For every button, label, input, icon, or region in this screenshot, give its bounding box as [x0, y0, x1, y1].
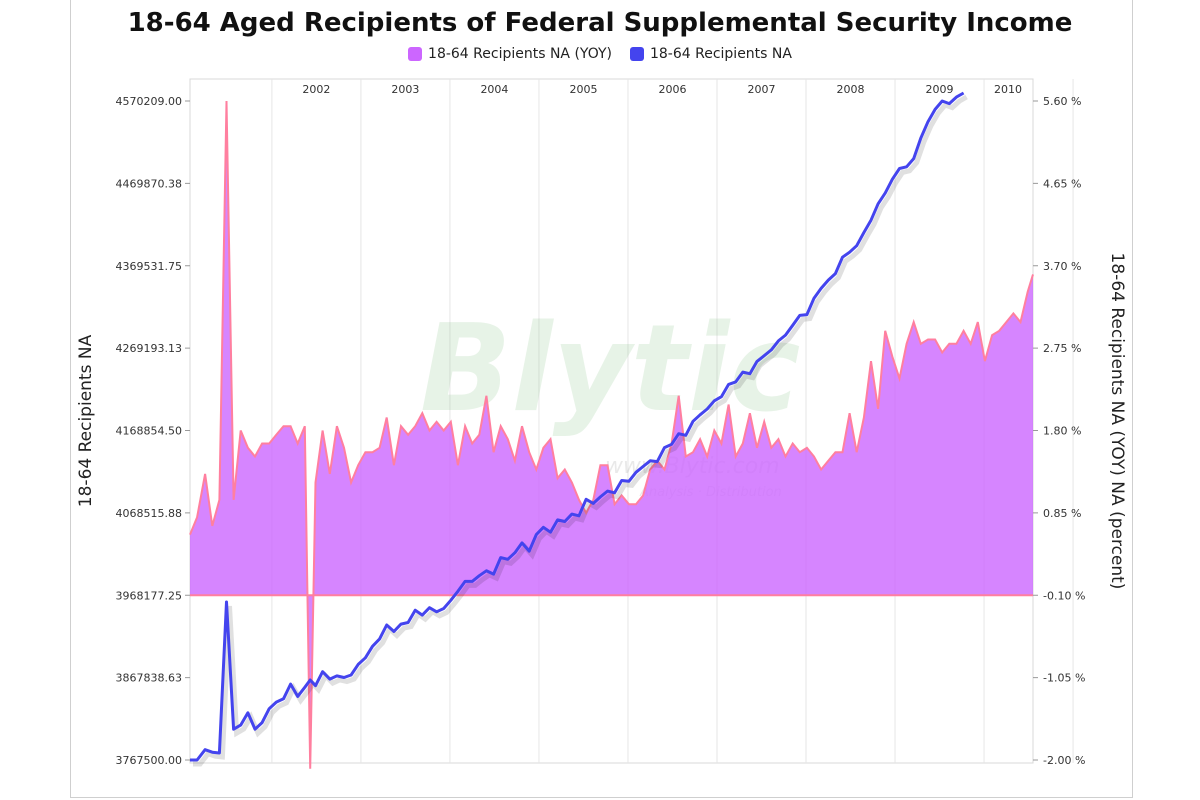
y-right-tick-label: 3.70 % [1043, 260, 1081, 273]
x-tick-label: 2005 [569, 83, 597, 96]
y-right-axis-title: 18-64 Recipients NA (YOY) NA (percent) [1107, 253, 1127, 590]
legend-label-recipients: 18-64 Recipients NA [649, 46, 792, 62]
y-right-tick-label: 1.80 % [1043, 425, 1081, 438]
x-tick-label: 2010 [994, 83, 1022, 96]
y-right-tick-label: -1.05 % [1043, 672, 1085, 685]
y-left-tick-label: 4068515.88 [116, 507, 182, 520]
y-right-tick-label: -0.10 % [1043, 589, 1085, 602]
series-line-yoy [189, 100, 1034, 769]
x-tick-label: 2008 [837, 83, 865, 96]
legend-swatch-recipients [629, 47, 644, 61]
legend-item-recipients[interactable]: 18-64 Recipients NA [629, 46, 792, 62]
y-left-tick-label: 4369531.75 [116, 260, 182, 273]
y-left-tick-label: 4168854.50 [116, 425, 182, 438]
x-tick-label: 2002 [302, 83, 330, 96]
legend-label-yoy: 18-64 Recipients NA (YOY) [428, 46, 612, 62]
y-right-tick-label: 2.75 % [1043, 342, 1081, 355]
x-tick-label: 2004 [480, 83, 508, 96]
legend-swatch-yoy [408, 47, 423, 61]
y-left-tick-label: 4469870.38 [116, 177, 182, 190]
chart-legend: 18-64 Recipients NA (YOY) 18-64 Recipien… [0, 46, 1200, 62]
y-right-tick-label: 4.65 % [1043, 177, 1081, 190]
legend-item-yoy[interactable]: 18-64 Recipients NA (YOY) [408, 46, 612, 62]
series-area-yoy [190, 101, 1033, 769]
y-left-tick-label: 4269193.13 [116, 342, 182, 355]
y-left-tick-label: 3767500.00 [116, 754, 182, 767]
watermark-text: Blytic [420, 300, 800, 439]
y-left-tick-label: 3968177.25 [116, 589, 182, 602]
x-tick-label: 2003 [391, 83, 419, 96]
y-left-axis-title: 18-64 Recipients NA [76, 334, 96, 507]
series-shadow-recipients [193, 94, 968, 767]
chart-title: 18-64 Aged Recipients of Federal Supplem… [127, 8, 1073, 38]
x-tick-label: 2009 [926, 83, 954, 96]
x-tick-label: 2006 [658, 83, 686, 96]
series-line-recipients [190, 91, 965, 762]
y-right-tick-label: 0.85 % [1043, 507, 1081, 520]
y-right-tick-label: 5.60 % [1043, 95, 1081, 108]
x-tick-label: 2007 [747, 83, 775, 96]
y-left-tick-label: 3867838.63 [116, 672, 182, 685]
y-left-tick-label: 4570209.00 [116, 95, 182, 108]
y-right-tick-label: -2.00 % [1043, 754, 1085, 767]
